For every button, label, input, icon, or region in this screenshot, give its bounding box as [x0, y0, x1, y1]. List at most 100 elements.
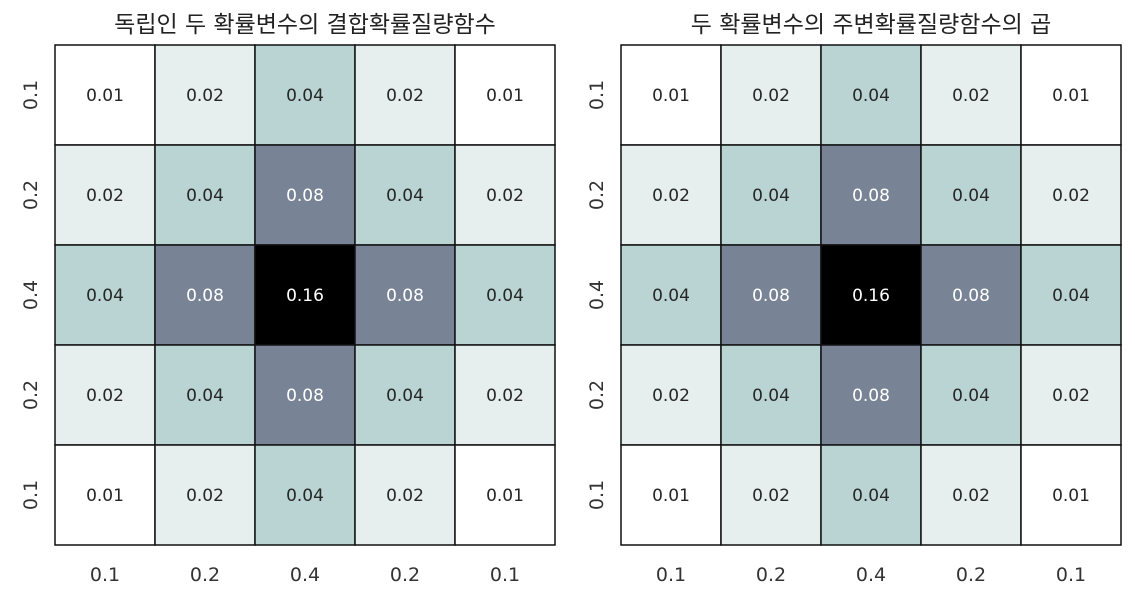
heatmap-cell [154, 444, 256, 546]
heatmap-cell [154, 344, 256, 446]
heatmap-cell [454, 344, 556, 446]
heatmap-cell [354, 44, 456, 146]
cell-value-label: 0.02 [386, 86, 424, 106]
x-tick-label: 0.2 [390, 564, 420, 586]
cell-value-label: 0.08 [386, 286, 424, 306]
heatmap-cell [820, 444, 922, 546]
y-tick-label: 0.1 [20, 80, 42, 110]
heatmap-cell [620, 144, 722, 246]
right-heatmap-panel: 두 확률변수의 주변확률질량함수의 곱 0.01 0.02 0.04 0.02 0.01 0… [586, 12, 1122, 586]
cell-value-label: 0.02 [652, 186, 690, 206]
cell-value-label: 0.08 [852, 386, 890, 406]
heatmap-cell [1020, 244, 1122, 346]
left-heatmap-panel: 독립인 두 확률변수의 결합확률질량함수 0.01 0.02 0.04 0.02 0.01… [20, 12, 556, 586]
x-tick-label: 0.4 [856, 564, 886, 586]
heatmap-cell [54, 44, 156, 146]
cell-value-label: 0.02 [1052, 386, 1090, 406]
y-tick-label: 0.2 [586, 380, 608, 410]
chart-title: 두 확률변수의 주변확률질량함수의 곱 [691, 12, 1052, 38]
y-tick-label: 0.2 [20, 180, 42, 210]
heatmap-cell [254, 44, 356, 146]
heatmap-cell [720, 44, 822, 146]
heatmap-cell [154, 244, 256, 346]
heatmap-cell [154, 44, 256, 146]
cell-value-label: 0.08 [286, 186, 324, 206]
cell-value-label: 0.04 [952, 186, 990, 206]
heatmap-cell [1020, 44, 1122, 146]
heatmap-cell [620, 444, 722, 546]
x-tick-label: 0.1 [656, 564, 686, 586]
heatmap-cell [1020, 344, 1122, 446]
heatmap-cell [1020, 444, 1122, 546]
heatmap-cell [354, 244, 456, 346]
cell-value-label: 0.04 [186, 386, 224, 406]
cell-value-label: 0.16 [852, 286, 890, 306]
cell-value-label: 0.04 [86, 286, 124, 306]
x-tick-label: 0.2 [956, 564, 986, 586]
cell-value-label: 0.02 [486, 386, 524, 406]
heatmap-cell [720, 444, 822, 546]
heatmap-cell [620, 244, 722, 346]
cell-value-label: 0.02 [652, 386, 690, 406]
heatmap-cell [720, 244, 822, 346]
cell-value-label: 0.16 [286, 286, 324, 306]
cell-value-label: 0.04 [186, 186, 224, 206]
x-tick-label: 0.2 [756, 564, 786, 586]
heatmap-cell [54, 144, 156, 246]
cell-value-label: 0.02 [86, 186, 124, 206]
heatmap-cell [920, 44, 1022, 146]
cell-value-label: 0.02 [1052, 186, 1090, 206]
x-tick-label: 0.1 [490, 564, 520, 586]
heatmap-cell [454, 444, 556, 546]
heatmap-cell [254, 444, 356, 546]
heatmap-cell [254, 144, 356, 246]
chart-title: 독립인 두 확률변수의 결합확률질량함수 [114, 12, 496, 38]
cell-value-label: 0.08 [186, 286, 224, 306]
y-tick-label: 0.2 [20, 380, 42, 410]
cell-value-label: 0.08 [952, 286, 990, 306]
cell-value-label: 0.02 [952, 486, 990, 506]
heatmap-cell [920, 444, 1022, 546]
cell-value-label: 0.01 [652, 486, 690, 506]
cell-value-label: 0.04 [286, 86, 324, 106]
x-tick-label: 0.4 [290, 564, 320, 586]
x-tick-label: 0.1 [90, 564, 120, 586]
cell-value-label: 0.08 [752, 286, 790, 306]
cell-value-label: 0.08 [286, 386, 324, 406]
y-tick-label: 0.2 [586, 180, 608, 210]
heatmap-cell [820, 344, 922, 446]
cell-value-label: 0.04 [286, 486, 324, 506]
cell-value-label: 0.04 [386, 386, 424, 406]
cell-value-label: 0.04 [386, 186, 424, 206]
cell-value-label: 0.01 [1052, 86, 1090, 106]
cell-value-label: 0.02 [952, 86, 990, 106]
cell-value-label: 0.08 [852, 186, 890, 206]
cell-value-label: 0.02 [86, 386, 124, 406]
heatmap-cell [820, 44, 922, 146]
cell-value-label: 0.04 [1052, 286, 1090, 306]
y-tick-label: 0.4 [20, 280, 42, 310]
cell-value-label: 0.01 [86, 486, 124, 506]
heatmap-cell [920, 244, 1022, 346]
cell-value-label: 0.04 [752, 186, 790, 206]
cell-value-label: 0.01 [86, 86, 124, 106]
cell-value-label: 0.04 [852, 486, 890, 506]
cell-value-label: 0.01 [652, 86, 690, 106]
cell-value-label: 0.01 [486, 486, 524, 506]
cell-value-label: 0.02 [486, 186, 524, 206]
heatmap-cell [454, 144, 556, 246]
cell-value-label: 0.04 [652, 286, 690, 306]
heatmap-cell [54, 444, 156, 546]
heatmap-cell [720, 344, 822, 446]
heatmap-cell [454, 244, 556, 346]
cell-value-label: 0.02 [752, 86, 790, 106]
heatmap-cell [54, 344, 156, 446]
cell-value-label: 0.04 [852, 86, 890, 106]
cell-value-label: 0.04 [952, 386, 990, 406]
cell-value-label: 0.01 [1052, 486, 1090, 506]
cell-value-label: 0.04 [752, 386, 790, 406]
cell-value-label: 0.02 [386, 486, 424, 506]
y-tick-label: 0.1 [20, 480, 42, 510]
y-tick-label: 0.1 [586, 480, 608, 510]
